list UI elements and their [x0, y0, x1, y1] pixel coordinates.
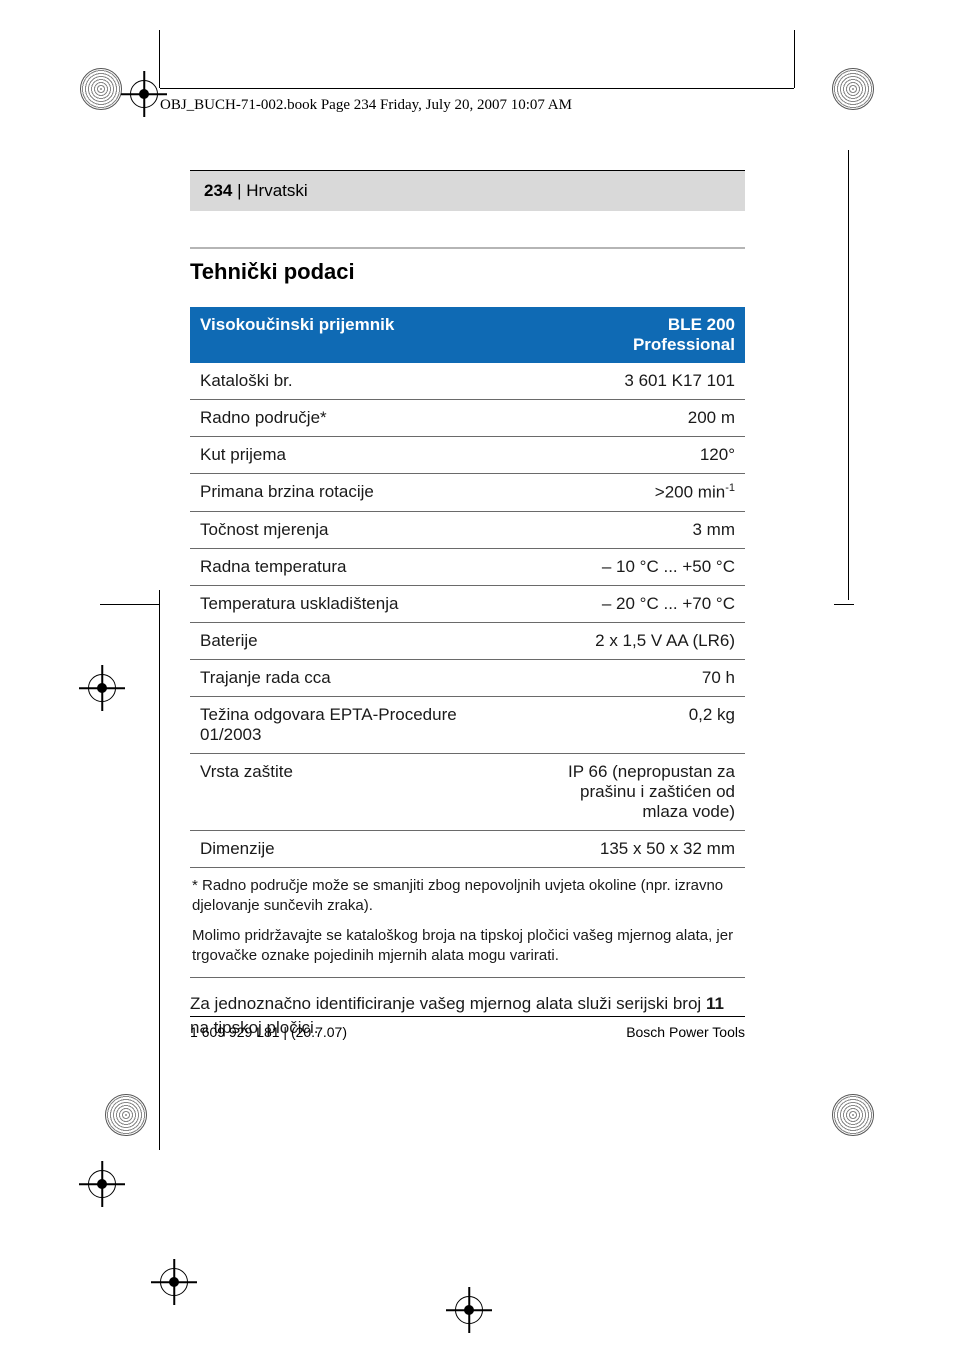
spec-value: 200 m [527, 400, 745, 437]
crop-line-right-long [848, 150, 849, 600]
spec-head-right-l2: Professional [633, 335, 735, 354]
running-header: OBJ_BUCH-71-002.book Page 234 Friday, Ju… [160, 97, 780, 114]
spec-label: Trajanje rada cca [190, 659, 527, 696]
table-row: Težina odgovara EPTA-Procedure 01/20030,… [190, 696, 745, 753]
spec-value: – 20 °C ... +70 °C [527, 585, 745, 622]
table-row: Trajanje rada cca70 h [190, 659, 745, 696]
reg-target-mid-left [88, 674, 116, 702]
reg-target-bot-left-1 [88, 1170, 116, 1198]
table-row: Točnost mjerenja3 mm [190, 511, 745, 548]
spec-value: 135 x 50 x 32 mm [527, 830, 745, 867]
spec-label: Dimenzije [190, 830, 527, 867]
spec-value: 3 mm [527, 511, 745, 548]
spec-label: Kataloški br. [190, 363, 527, 400]
page-bar-sep: | [232, 181, 246, 200]
reg-mark-bot-left-big [105, 1094, 147, 1136]
table-row: Radno područje*200 m [190, 400, 745, 437]
spec-label: Temperatura uskladištenja [190, 585, 527, 622]
section-title: Tehnički podaci [190, 259, 745, 285]
spec-label: Baterije [190, 622, 527, 659]
after-text-bold: 11 [706, 994, 724, 1013]
spec-value: 70 h [527, 659, 745, 696]
footer-left: 1 609 929 L81 | (20.7.07) [190, 1024, 347, 1040]
page-number-bar: 234 | Hrvatski [190, 170, 745, 211]
spec-value: – 10 °C ... +50 °C [527, 548, 745, 585]
spec-head-right-l1: BLE 200 [668, 315, 735, 334]
spec-label: Kut prijema [190, 437, 527, 474]
note-2: Molimo pridržavajte se kataloškog broja … [192, 926, 743, 967]
table-row: Temperatura uskladištenja– 20 °C ... +70… [190, 585, 745, 622]
table-notes: * Radno područje može se smanjiti zbog n… [190, 868, 745, 978]
footer-rule [190, 1016, 745, 1017]
spec-value: 120° [527, 437, 745, 474]
reg-target-bot-center [455, 1296, 483, 1324]
page-top-rule [160, 88, 794, 89]
spec-label: Primana brzina rotacije [190, 474, 527, 512]
page-language: Hrvatski [246, 181, 307, 200]
section-rule [190, 247, 745, 249]
table-row: Dimenzije135 x 50 x 32 mm [190, 830, 745, 867]
table-row: Primana brzina rotacije>200 min-1 [190, 474, 745, 512]
reg-target-top-left [130, 80, 158, 108]
page-footer: 1 609 929 L81 | (20.7.07) Bosch Power To… [190, 1024, 745, 1040]
spec-label: Radno područje* [190, 400, 527, 437]
crop-line-tl [159, 30, 160, 88]
spec-value: IP 66 (nepropustan za prašinu i zaštićen… [527, 753, 745, 830]
spec-head-right: BLE 200 Professional [527, 307, 745, 363]
spec-value: 0,2 kg [527, 696, 745, 753]
spec-label: Točnost mjerenja [190, 511, 527, 548]
reg-mark-top-left-big [80, 68, 122, 110]
table-row: Radna temperatura– 10 °C ... +50 °C [190, 548, 745, 585]
crop-line-tr [794, 30, 795, 88]
table-row: Baterije2 x 1,5 V AA (LR6) [190, 622, 745, 659]
reg-mark-top-right-big [832, 68, 874, 110]
crop-line-ml [100, 604, 160, 605]
spec-head-left: Visokoučinski prijemnik [190, 307, 527, 363]
note-1: * Radno područje može se smanjiti zbog n… [192, 876, 743, 917]
spec-value: 2 x 1,5 V AA (LR6) [527, 622, 745, 659]
page-number: 234 [204, 181, 232, 200]
after-text-pre: Za jednoznačno identificiranje vašeg mje… [190, 994, 706, 1013]
table-row: Vrsta zaštiteIP 66 (nepropustan za praši… [190, 753, 745, 830]
table-row: Kut prijema120° [190, 437, 745, 474]
reg-target-bot-left-2 [160, 1268, 188, 1296]
spec-value: >200 min-1 [527, 474, 745, 512]
spec-label: Težina odgovara EPTA-Procedure 01/2003 [190, 696, 527, 753]
footer-right: Bosch Power Tools [626, 1024, 745, 1040]
spec-table: Visokoučinski prijemnik BLE 200 Professi… [190, 307, 745, 868]
reg-mark-bot-right-big [832, 1094, 874, 1136]
page-content: 234 | Hrvatski Tehnički podaci Visokouči… [190, 170, 745, 1041]
spec-label: Vrsta zaštite [190, 753, 527, 830]
table-row: Kataloški br.3 601 K17 101 [190, 363, 745, 400]
crop-line-mr [834, 604, 854, 605]
spec-label: Radna temperatura [190, 548, 527, 585]
spec-value: 3 601 K17 101 [527, 363, 745, 400]
crop-line-left-long [159, 590, 160, 1150]
